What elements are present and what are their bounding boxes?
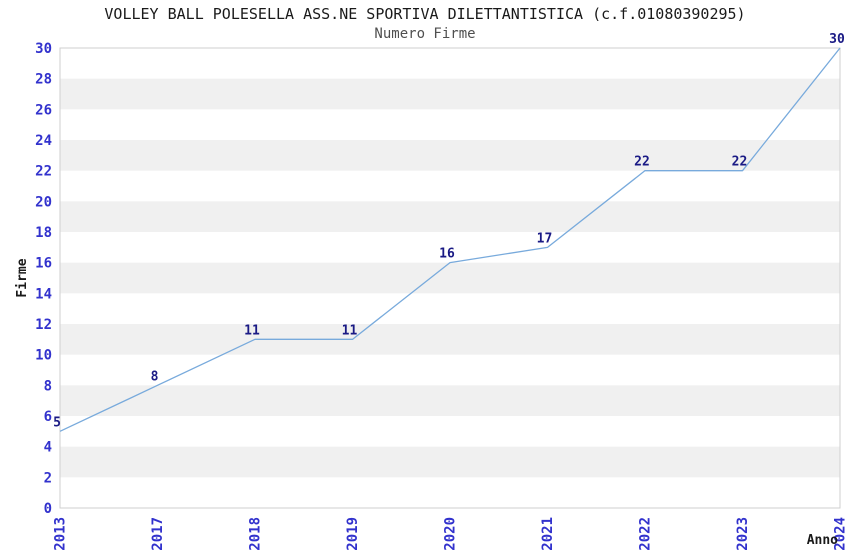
y-tick-label: 12 [35, 317, 52, 333]
grid-band [60, 324, 840, 355]
y-tick-label: 18 [35, 225, 52, 241]
point-label: 22 [732, 155, 748, 170]
grid-band [60, 446, 840, 478]
y-axis-title: Firme [15, 258, 30, 297]
grid-band [60, 201, 840, 232]
x-tick-label: 2021 [540, 517, 556, 550]
data-point-labels: 5 8 11 11 16 17 22 22 30 [53, 32, 845, 430]
chart-subtitle: Numero Firme [374, 26, 475, 42]
x-tick-label: 2024 [833, 517, 849, 550]
grid-band [60, 385, 840, 416]
point-label: 5 [53, 415, 61, 430]
y-tick-label: 14 [35, 286, 52, 302]
x-tick-label: 2017 [150, 517, 166, 550]
x-tick-label: 2019 [345, 517, 361, 550]
y-tick-label: 2 [44, 470, 52, 486]
y-tick-label: 28 [35, 72, 52, 88]
x-axis-ticks: 2013 2017 2018 2019 2020 2021 2022 2023 2024 [53, 517, 849, 550]
point-label: 22 [634, 155, 650, 170]
point-label: 30 [829, 32, 845, 47]
grid-band [60, 78, 840, 110]
point-label: 17 [537, 231, 553, 246]
point-label: 8 [151, 369, 159, 384]
chart-title: VOLLEY BALL POLESELLA ASS.NE SPORTIVA DI… [104, 5, 745, 23]
x-tick-label: 2022 [638, 517, 654, 550]
data-series-line [59, 47, 841, 432]
y-tick-label: 24 [35, 133, 52, 149]
grid-bands [60, 78, 840, 478]
y-tick-label: 22 [35, 164, 52, 180]
plot-border [59, 47, 841, 509]
grid-band [60, 140, 840, 171]
x-tick-label: 2018 [248, 517, 264, 550]
y-tick-label: 30 [35, 41, 52, 57]
x-tick-label: 2023 [735, 517, 751, 550]
y-tick-label: 0 [44, 501, 52, 517]
y-tick-label: 16 [35, 256, 52, 272]
x-tick-label: 2020 [443, 517, 459, 550]
grid-band [60, 262, 840, 294]
y-tick-label: 10 [35, 348, 52, 364]
y-tick-label: 4 [44, 440, 52, 456]
y-tick-label: 6 [44, 409, 52, 425]
point-label: 16 [439, 247, 455, 262]
y-tick-label: 26 [35, 102, 52, 118]
y-tick-label: 8 [44, 378, 52, 394]
x-axis-title: Anno [807, 533, 838, 548]
y-tick-label: 20 [35, 194, 52, 210]
point-label: 11 [244, 323, 260, 338]
x-tick-label: 2013 [53, 517, 69, 550]
point-label: 11 [342, 323, 358, 338]
